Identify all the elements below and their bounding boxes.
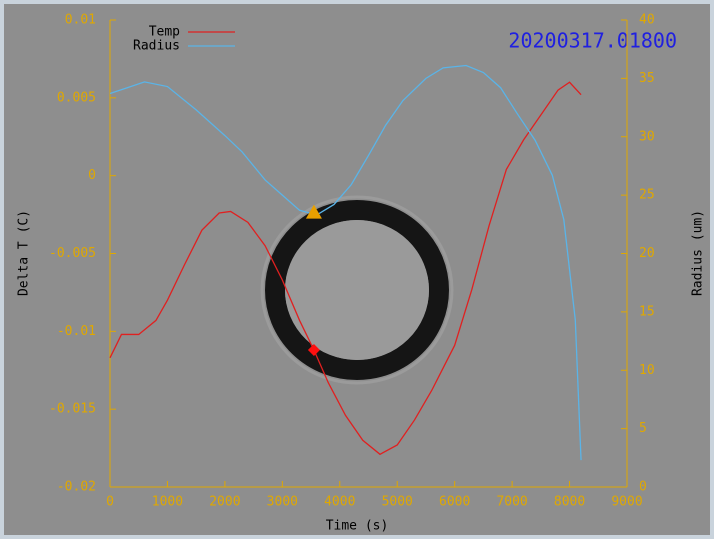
y2-tick-label: 5 [639, 421, 647, 436]
chart: Time (s) Delta T (C) Radius (um) 2020031… [0, 0, 714, 539]
annotation: 20200317.01800 [508, 29, 677, 53]
y-tick-label: -0.005 [49, 246, 96, 261]
y2-tick-label: 20 [639, 246, 655, 261]
y-tick-label: -0.01 [57, 324, 96, 339]
y2-axis-label: Radius (um) [691, 210, 706, 296]
y-tick-label: 0.005 [57, 90, 96, 105]
x-tick-label: 1000 [152, 495, 183, 510]
y2-tick-label: 15 [639, 304, 655, 319]
droplet-core [285, 220, 429, 360]
y-tick-label: -0.02 [57, 480, 96, 495]
legend-label: Radius [133, 39, 180, 54]
y-tick-label: -0.015 [49, 402, 96, 417]
x-tick-label: 2000 [209, 495, 240, 510]
x-axis-label: Time (s) [326, 519, 389, 534]
y-tick-label: 0.01 [65, 13, 96, 28]
x-tick-label: 6000 [439, 495, 470, 510]
x-tick-label: 9000 [611, 495, 642, 510]
y-tick-label: 0 [88, 168, 96, 183]
y-axis-label: Delta T (C) [17, 210, 32, 296]
y2-tick-label: 30 [639, 129, 655, 144]
legend-label: Temp [149, 25, 180, 40]
page: {"chart_data": {"type": "line", "xlabel"… [0, 0, 714, 539]
x-tick-label: 0 [106, 495, 114, 510]
y2-tick-label: 35 [639, 71, 655, 86]
y2-tick-label: 25 [639, 188, 655, 203]
x-tick-label: 7000 [496, 495, 527, 510]
x-tick-label: 3000 [267, 495, 298, 510]
x-tick-label: 8000 [554, 495, 585, 510]
x-tick-label: 4000 [324, 495, 355, 510]
y2-tick-label: 10 [639, 363, 655, 378]
y2-tick-label: 40 [639, 13, 655, 28]
y2-tick-label: 0 [639, 480, 647, 495]
x-tick-label: 5000 [382, 495, 413, 510]
